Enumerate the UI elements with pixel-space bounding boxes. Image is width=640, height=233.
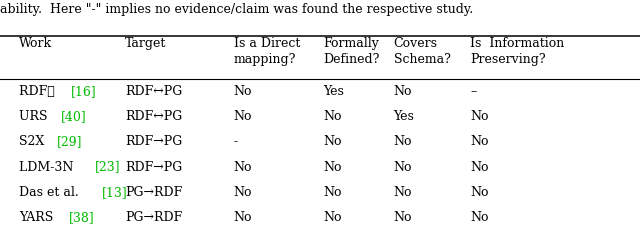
Text: No: No [323,161,342,174]
Text: [13]: [13] [102,186,127,199]
Text: ability.  Here "-" implies no evidence/claim was found the respective study.: ability. Here "-" implies no evidence/cl… [0,3,473,17]
Text: No: No [394,135,412,148]
Text: Yes: Yes [394,110,415,123]
Text: No: No [234,110,252,123]
Text: Work: Work [19,37,52,50]
Text: No: No [323,211,342,224]
Text: RDF⋆: RDF⋆ [19,85,59,98]
Text: No: No [234,161,252,174]
Text: Yes: Yes [323,85,344,98]
Text: No: No [470,186,489,199]
Text: No: No [234,211,252,224]
Text: [29]: [29] [57,135,83,148]
Text: RDF→PG: RDF→PG [125,135,182,148]
Text: No: No [394,161,412,174]
Text: No: No [470,161,489,174]
Text: S2X: S2X [19,135,49,148]
Text: Is  Information
Preserving?: Is Information Preserving? [470,37,564,66]
Text: No: No [470,135,489,148]
Text: -: - [234,135,237,148]
Text: URS: URS [19,110,52,123]
Text: PG→RDF: PG→RDF [125,211,182,224]
Text: No: No [323,110,342,123]
Text: No: No [394,211,412,224]
Text: Target: Target [125,37,166,50]
Text: RDF↔PG: RDF↔PG [125,110,182,123]
Text: No: No [323,135,342,148]
Text: No: No [234,186,252,199]
Text: [40]: [40] [61,110,87,123]
Text: RDF→PG: RDF→PG [125,161,182,174]
Text: No: No [470,110,489,123]
Text: No: No [470,211,489,224]
Text: Das et al.: Das et al. [19,186,83,199]
Text: RDF↔PG: RDF↔PG [125,85,182,98]
Text: No: No [234,85,252,98]
Text: Is a Direct
mapping?: Is a Direct mapping? [234,37,300,66]
Text: Formally
Defined?: Formally Defined? [323,37,380,66]
Text: PG→RDF: PG→RDF [125,186,182,199]
Text: No: No [394,186,412,199]
Text: No: No [394,85,412,98]
Text: Covers
Schema?: Covers Schema? [394,37,451,66]
Text: [38]: [38] [68,211,94,224]
Text: [16]: [16] [70,85,96,98]
Text: No: No [323,186,342,199]
Text: LDM-3N: LDM-3N [19,161,77,174]
Text: YARS: YARS [19,211,58,224]
Text: [23]: [23] [95,161,120,174]
Text: –: – [470,85,477,98]
